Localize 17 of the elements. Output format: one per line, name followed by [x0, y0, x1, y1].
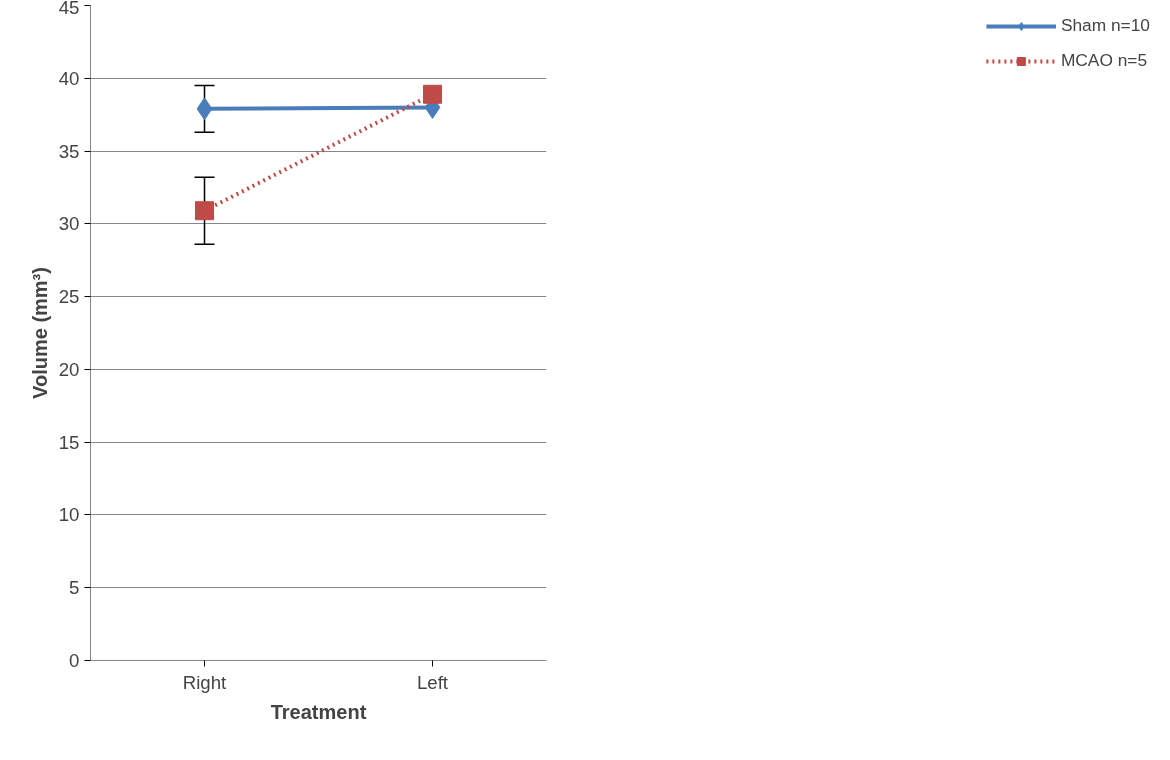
y-tick-label: 30: [58, 213, 80, 235]
y-tick-label: 40: [58, 67, 80, 89]
x-axis-title: Treatment: [270, 700, 367, 723]
legend-label: Sham n=10: [1060, 15, 1150, 36]
point: [195, 201, 214, 221]
y-tick-label: 15: [58, 431, 80, 453]
y-tick-label: 5: [69, 577, 80, 599]
y-axis-title: Volume (mm³): [28, 267, 51, 399]
y-tick-label: 45: [58, 0, 80, 18]
x-tick-label: Right: [182, 671, 228, 693]
y-tick-label: 20: [58, 358, 80, 380]
legend-label: MCAO n=5: [1060, 50, 1148, 71]
y-tick-label: 25: [58, 286, 80, 308]
y-tick-label: 35: [58, 140, 80, 162]
y-tick-label: 0: [69, 650, 80, 671]
x-tick-label: Left: [416, 671, 449, 693]
y-tick-label: 10: [58, 504, 80, 526]
